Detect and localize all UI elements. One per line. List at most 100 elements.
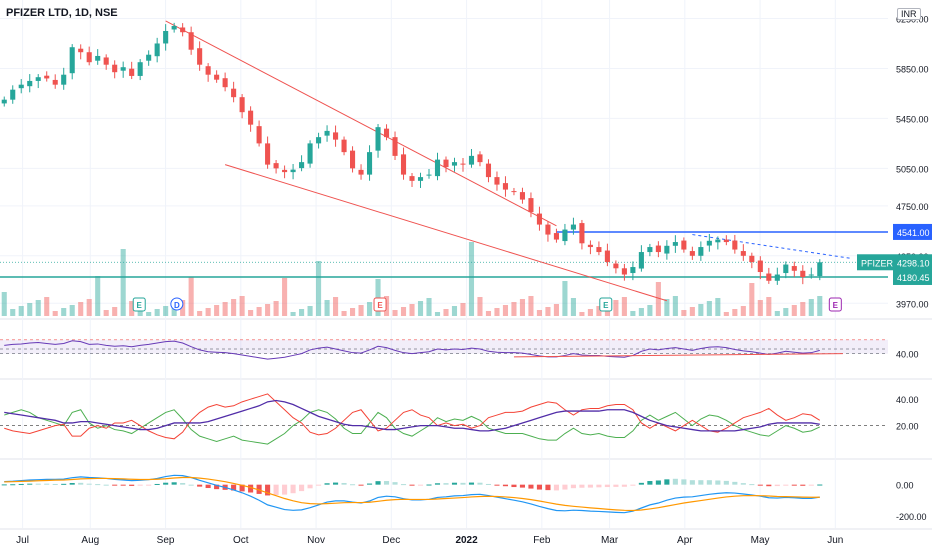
volume-bar [426,298,432,316]
macd-histogram-bar [171,482,177,485]
volume-bar [273,301,279,316]
currency-badge[interactable]: INR [897,8,921,20]
macd-histogram-bar [61,483,67,485]
macd-histogram-bar [766,484,772,487]
macd-histogram-bar [366,483,373,485]
candle-body [61,74,67,85]
volume-bar [621,297,627,316]
macd-histogram-bar [655,480,661,485]
macd-histogram-bar [613,484,619,487]
candle-body [460,163,466,165]
macd-histogram-bar [808,484,814,486]
macd-histogram-bar [774,484,780,487]
macd-histogram-bar [154,483,160,485]
macd-histogram-bar [1,484,7,486]
event-marker-letter: E [137,301,143,310]
volume-bar [774,311,780,316]
volume-bar [757,300,763,316]
volume-bar [239,296,245,316]
candle-body [426,174,432,176]
volume-bar [205,308,211,316]
event-marker: E [828,297,842,312]
symbol-badge-label: PFIZER [861,258,894,268]
rsi-band [0,339,888,354]
macd-histogram-bar [129,484,135,486]
volume-bar [638,308,644,316]
candle-body [451,162,458,166]
macd-histogram-bar [477,482,483,485]
event-marker-letter: E [833,301,839,310]
volume-bar [366,302,373,316]
volume-bar [180,300,186,316]
candle-body [800,270,806,278]
candle-body [18,84,24,89]
macd-histogram-bar [324,483,330,485]
candle-body [604,250,610,263]
volume-bar [494,308,500,316]
volume-bar [468,242,475,316]
event-marker-letter: E [377,301,383,310]
macd-histogram-bar [621,484,627,487]
adx-series-line [4,409,820,445]
candle-body [214,74,220,80]
volume-bar [681,310,687,316]
candle-body [316,137,322,144]
candle-body [350,150,356,169]
candle-body [757,260,763,273]
volume-bar [647,305,653,316]
candle-body [808,274,814,276]
macd-histogram-bar [647,481,653,485]
candle-body [740,251,746,256]
price-tick-label: 5050.00 [896,164,929,174]
candle-body [562,229,568,242]
macd-histogram-bar [723,480,729,485]
volume-bar [69,305,75,316]
candle-body [621,268,627,275]
candle-body [188,32,194,50]
volume-bar [587,309,593,316]
volume-bar [324,300,330,316]
volume-bar [290,312,296,316]
volume-bar [689,307,695,316]
channel-upper-line [165,20,557,227]
macd-histogram-bar [664,479,670,485]
macd-signal-line [4,476,820,512]
candle-body [519,192,526,200]
candle-body [290,169,296,173]
event-marker-box [599,297,613,312]
candle-body [205,66,211,75]
candle-body [817,262,823,277]
macd-histogram-bar [545,484,551,491]
time-axis-label: Oct [233,535,249,546]
macd-histogram-bar [137,484,143,486]
macd-histogram-bar [494,484,500,486]
volume-bar [341,311,347,316]
candle-body [774,274,780,281]
volume-bar [129,301,135,316]
volume-bar [443,309,449,316]
macd-histogram-bar [307,484,313,489]
volume-bar [434,312,441,316]
event-marker-box [828,297,842,312]
price-tick-label: 5850.00 [896,64,929,74]
volume-bar [44,297,50,316]
volume-bar [570,298,576,316]
rsi-tick-label: 40.00 [896,350,919,360]
volume-bar [800,302,806,316]
volume-bar [808,299,814,316]
candle-body [163,30,169,44]
candle-body [783,264,789,274]
candle-body [383,128,390,138]
volume-bar [146,312,152,316]
macd-histogram-bar [434,483,441,485]
candle-body [638,252,644,269]
candle-body [324,130,330,136]
candle-body [791,266,797,271]
macd-histogram-bar [749,484,755,486]
macd-histogram-bar [757,484,763,486]
price-tick-label: 4750.00 [896,202,929,212]
macd-histogram-bar [596,484,602,488]
candle-body [706,240,712,246]
macd-histogram-bar [528,484,534,489]
